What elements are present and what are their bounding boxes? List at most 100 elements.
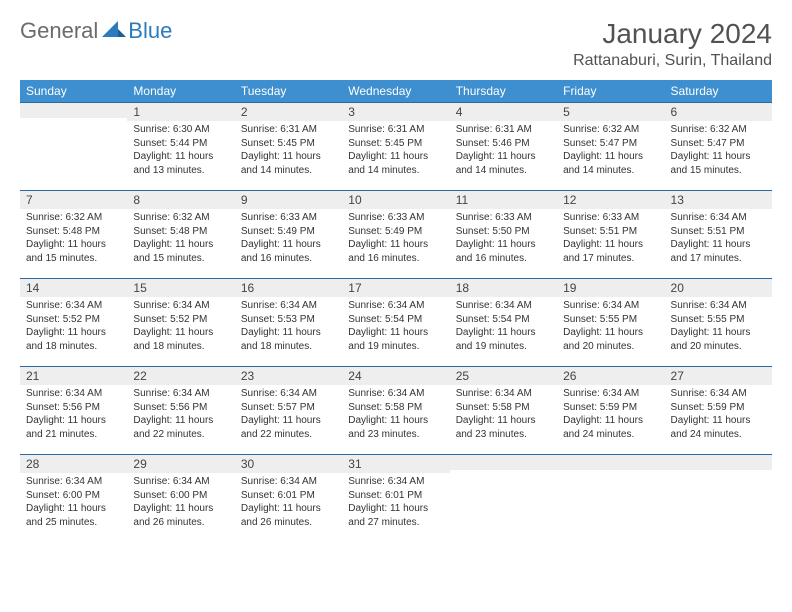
calendar-week-row: 7Sunrise: 6:32 AMSunset: 5:48 PMDaylight…	[20, 190, 772, 278]
day-number: 6	[665, 102, 772, 121]
sunrise-text: Sunrise: 6:34 AM	[456, 387, 551, 401]
daylight-text: Daylight: 11 hours and 23 minutes.	[456, 414, 551, 441]
sunset-text: Sunset: 5:54 PM	[348, 313, 443, 327]
day-number: 26	[557, 366, 664, 385]
calendar-cell: 4Sunrise: 6:31 AMSunset: 5:46 PMDaylight…	[450, 102, 557, 190]
day-number: 17	[342, 278, 449, 297]
sunset-text: Sunset: 6:00 PM	[133, 489, 228, 503]
sunrise-text: Sunrise: 6:33 AM	[456, 211, 551, 225]
sunrise-text: Sunrise: 6:34 AM	[348, 387, 443, 401]
day-info: Sunrise: 6:34 AMSunset: 6:01 PMDaylight:…	[342, 473, 449, 533]
day-info: Sunrise: 6:34 AMSunset: 5:54 PMDaylight:…	[342, 297, 449, 357]
calendar-cell: 23Sunrise: 6:34 AMSunset: 5:57 PMDayligh…	[235, 366, 342, 454]
day-info: Sunrise: 6:32 AMSunset: 5:47 PMDaylight:…	[557, 121, 664, 181]
day-info: Sunrise: 6:34 AMSunset: 5:52 PMDaylight:…	[20, 297, 127, 357]
calendar-cell: 27Sunrise: 6:34 AMSunset: 5:59 PMDayligh…	[665, 366, 772, 454]
logo-text-general: General	[20, 18, 98, 44]
day-info: Sunrise: 6:31 AMSunset: 5:46 PMDaylight:…	[450, 121, 557, 181]
daylight-text: Daylight: 11 hours and 16 minutes.	[348, 238, 443, 265]
sunrise-text: Sunrise: 6:34 AM	[133, 387, 228, 401]
sunrise-text: Sunrise: 6:32 AM	[671, 123, 766, 137]
sunrise-text: Sunrise: 6:34 AM	[133, 475, 228, 489]
calendar-cell: 6Sunrise: 6:32 AMSunset: 5:47 PMDaylight…	[665, 102, 772, 190]
weekday-header-row: SundayMondayTuesdayWednesdayThursdayFrid…	[20, 80, 772, 102]
sunrise-text: Sunrise: 6:34 AM	[456, 299, 551, 313]
calendar-cell	[557, 454, 664, 542]
calendar-cell: 8Sunrise: 6:32 AMSunset: 5:48 PMDaylight…	[127, 190, 234, 278]
calendar-week-row: 21Sunrise: 6:34 AMSunset: 5:56 PMDayligh…	[20, 366, 772, 454]
day-info: Sunrise: 6:34 AMSunset: 5:51 PMDaylight:…	[665, 209, 772, 269]
calendar-cell: 1Sunrise: 6:30 AMSunset: 5:44 PMDaylight…	[127, 102, 234, 190]
sunset-text: Sunset: 5:48 PM	[26, 225, 121, 239]
day-number: 22	[127, 366, 234, 385]
calendar-cell: 30Sunrise: 6:34 AMSunset: 6:01 PMDayligh…	[235, 454, 342, 542]
day-number: 3	[342, 102, 449, 121]
sunset-text: Sunset: 5:53 PM	[241, 313, 336, 327]
day-number: 4	[450, 102, 557, 121]
sunset-text: Sunset: 5:49 PM	[348, 225, 443, 239]
calendar-cell: 21Sunrise: 6:34 AMSunset: 5:56 PMDayligh…	[20, 366, 127, 454]
sunset-text: Sunset: 5:47 PM	[671, 137, 766, 151]
day-number: 12	[557, 190, 664, 209]
day-info: Sunrise: 6:32 AMSunset: 5:48 PMDaylight:…	[20, 209, 127, 269]
calendar-cell: 17Sunrise: 6:34 AMSunset: 5:54 PMDayligh…	[342, 278, 449, 366]
day-number: 29	[127, 454, 234, 473]
sunrise-text: Sunrise: 6:33 AM	[348, 211, 443, 225]
calendar-cell: 9Sunrise: 6:33 AMSunset: 5:49 PMDaylight…	[235, 190, 342, 278]
day-info-empty	[665, 470, 772, 530]
calendar-cell: 31Sunrise: 6:34 AMSunset: 6:01 PMDayligh…	[342, 454, 449, 542]
day-info-empty	[557, 470, 664, 530]
sunset-text: Sunset: 5:44 PM	[133, 137, 228, 151]
day-info: Sunrise: 6:34 AMSunset: 5:57 PMDaylight:…	[235, 385, 342, 445]
sunrise-text: Sunrise: 6:32 AM	[26, 211, 121, 225]
day-number: 18	[450, 278, 557, 297]
calendar-cell: 16Sunrise: 6:34 AMSunset: 5:53 PMDayligh…	[235, 278, 342, 366]
daylight-text: Daylight: 11 hours and 23 minutes.	[348, 414, 443, 441]
weekday-header: Saturday	[665, 80, 772, 102]
calendar-body: 1Sunrise: 6:30 AMSunset: 5:44 PMDaylight…	[20, 102, 772, 542]
day-number: 11	[450, 190, 557, 209]
sunrise-text: Sunrise: 6:34 AM	[348, 299, 443, 313]
header: General Blue January 2024 Rattanaburi, S…	[20, 18, 772, 70]
calendar-cell: 26Sunrise: 6:34 AMSunset: 5:59 PMDayligh…	[557, 366, 664, 454]
sunset-text: Sunset: 5:46 PM	[456, 137, 551, 151]
day-info: Sunrise: 6:34 AMSunset: 5:52 PMDaylight:…	[127, 297, 234, 357]
daylight-text: Daylight: 11 hours and 26 minutes.	[241, 502, 336, 529]
day-number: 28	[20, 454, 127, 473]
sunrise-text: Sunrise: 6:31 AM	[456, 123, 551, 137]
sunset-text: Sunset: 6:00 PM	[26, 489, 121, 503]
sunset-text: Sunset: 5:48 PM	[133, 225, 228, 239]
calendar-cell: 3Sunrise: 6:31 AMSunset: 5:45 PMDaylight…	[342, 102, 449, 190]
calendar-cell	[450, 454, 557, 542]
day-number: 14	[20, 278, 127, 297]
calendar-cell	[665, 454, 772, 542]
day-number: 5	[557, 102, 664, 121]
day-number: 24	[342, 366, 449, 385]
sunset-text: Sunset: 6:01 PM	[241, 489, 336, 503]
daylight-text: Daylight: 11 hours and 17 minutes.	[563, 238, 658, 265]
calendar-cell: 20Sunrise: 6:34 AMSunset: 5:55 PMDayligh…	[665, 278, 772, 366]
daylight-text: Daylight: 11 hours and 13 minutes.	[133, 150, 228, 177]
day-info: Sunrise: 6:33 AMSunset: 5:50 PMDaylight:…	[450, 209, 557, 269]
calendar-cell: 15Sunrise: 6:34 AMSunset: 5:52 PMDayligh…	[127, 278, 234, 366]
calendar-cell: 24Sunrise: 6:34 AMSunset: 5:58 PMDayligh…	[342, 366, 449, 454]
weekday-header: Wednesday	[342, 80, 449, 102]
day-info: Sunrise: 6:34 AMSunset: 5:58 PMDaylight:…	[342, 385, 449, 445]
daylight-text: Daylight: 11 hours and 18 minutes.	[241, 326, 336, 353]
day-number: 30	[235, 454, 342, 473]
sunset-text: Sunset: 5:52 PM	[26, 313, 121, 327]
day-number: 2	[235, 102, 342, 121]
daylight-text: Daylight: 11 hours and 14 minutes.	[563, 150, 658, 177]
logo: General Blue	[20, 18, 172, 44]
month-title: January 2024	[573, 18, 772, 50]
calendar-week-row: 28Sunrise: 6:34 AMSunset: 6:00 PMDayligh…	[20, 454, 772, 542]
day-info: Sunrise: 6:34 AMSunset: 6:00 PMDaylight:…	[127, 473, 234, 533]
day-number: 25	[450, 366, 557, 385]
day-number: 13	[665, 190, 772, 209]
sunrise-text: Sunrise: 6:34 AM	[133, 299, 228, 313]
sunset-text: Sunset: 5:55 PM	[671, 313, 766, 327]
daylight-text: Daylight: 11 hours and 15 minutes.	[26, 238, 121, 265]
sunset-text: Sunset: 5:51 PM	[563, 225, 658, 239]
day-info: Sunrise: 6:34 AMSunset: 5:56 PMDaylight:…	[127, 385, 234, 445]
day-info: Sunrise: 6:32 AMSunset: 5:48 PMDaylight:…	[127, 209, 234, 269]
